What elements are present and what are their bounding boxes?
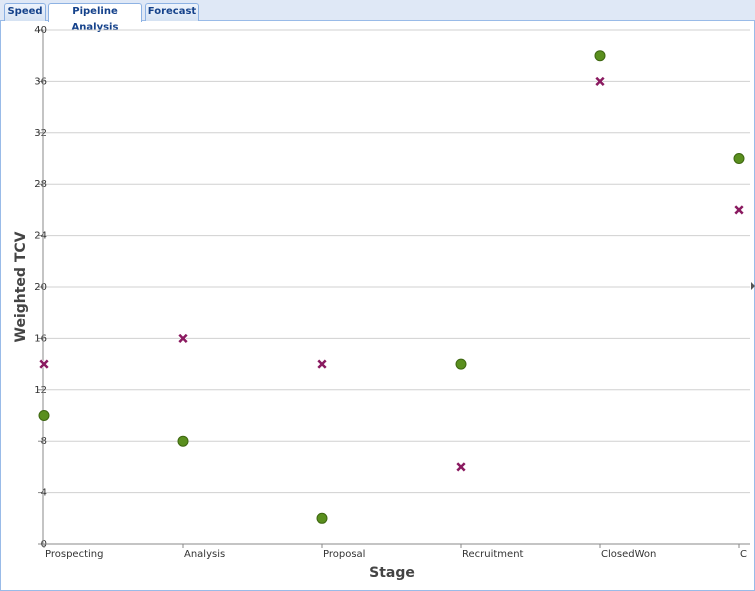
circle-marker (316, 512, 328, 524)
cross-marker (733, 204, 745, 216)
x-tick-label: Prospecting (45, 549, 103, 560)
tab-bar: Speed Pipeline Analysis Forecast (0, 0, 755, 33)
tab[interactable]: Pipeline Analysis (48, 3, 142, 33)
y-tick-label: 32 (34, 128, 47, 139)
y-tick-label: 8 (41, 436, 47, 447)
y-tick-label: 4 (41, 488, 47, 499)
x-tick-label: ClosedWon (601, 549, 656, 560)
y-tick-label: 24 (34, 231, 47, 242)
y-tick-label: 20 (34, 282, 47, 293)
y-axis-title: Weighted TCV (13, 231, 29, 342)
cross-marker (177, 332, 189, 344)
circle-marker (733, 153, 745, 164)
circle-marker (38, 410, 50, 421)
y-tick-label: 36 (34, 76, 47, 87)
y-tick-label: 16 (34, 333, 47, 344)
x-tick-label: C (740, 549, 747, 560)
splitter-arrow[interactable] (751, 282, 755, 290)
circle-marker (177, 435, 189, 447)
x-axis-title: Stage (369, 565, 415, 581)
grid (43, 29, 750, 545)
circle-marker (455, 358, 467, 370)
cross-marker (594, 75, 606, 87)
tab[interactable]: Forecast (145, 3, 199, 21)
cross-marker (316, 358, 328, 370)
circle-marker (594, 50, 606, 62)
x-tick-label: Proposal (323, 549, 365, 560)
y-tick-label: 12 (34, 385, 47, 396)
cross-marker (455, 461, 467, 473)
x-tick-label: Analysis (184, 549, 225, 560)
y-tick-label: 28 (34, 179, 47, 190)
tab[interactable]: Speed (4, 3, 46, 21)
x-tick-label: Recruitment (462, 549, 524, 560)
y-tick-label: 40 (34, 25, 47, 36)
cross-marker (38, 358, 50, 370)
